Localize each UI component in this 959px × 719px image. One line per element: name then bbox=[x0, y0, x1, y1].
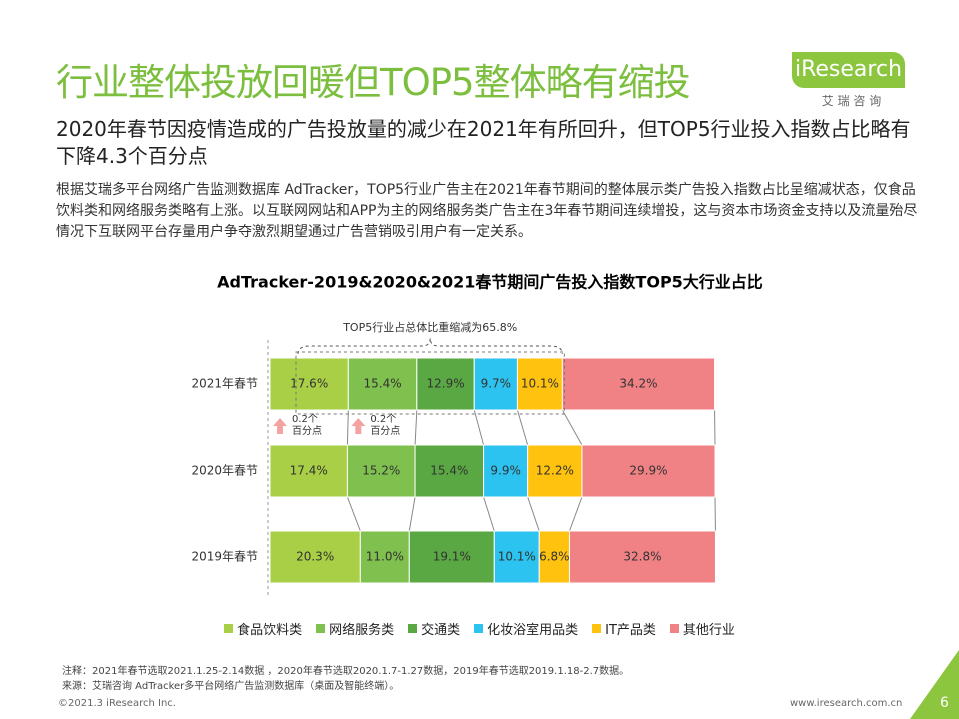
category-label: 2021年春节 bbox=[191, 377, 258, 391]
bracket-note: TOP5行业占总体比重缩减为65.8% bbox=[342, 320, 517, 334]
up-arrow bbox=[351, 418, 366, 434]
legend-label: IT产品类 bbox=[605, 623, 656, 638]
bar-segment bbox=[561, 357, 716, 411]
value-label: 15.4% bbox=[430, 464, 468, 478]
logo-cn: 艾 瑞 咨 询 bbox=[821, 94, 882, 108]
note: 注释：2021年春节选取2021.1.25-2.14数据 ，2020年春节选取2… bbox=[62, 666, 630, 677]
chart-title: AdTracker-2019&2020&2021春节期间广告投入指数TOP5大行… bbox=[217, 273, 763, 292]
bar-segment bbox=[538, 530, 570, 584]
value-label: 9.9% bbox=[490, 464, 521, 478]
connector bbox=[346, 409, 349, 446]
bar-segment bbox=[416, 357, 475, 411]
bar-segment bbox=[581, 444, 716, 498]
value-label: 32.8% bbox=[623, 550, 661, 564]
bar-segment bbox=[269, 357, 349, 411]
bar-segment bbox=[359, 530, 410, 584]
bracket-box bbox=[295, 351, 565, 415]
legend-item: 其他行业 bbox=[669, 619, 735, 638]
value-label: 12.2% bbox=[536, 464, 574, 478]
legend-swatch bbox=[408, 624, 418, 633]
legend-label: 网络服务类 bbox=[329, 623, 395, 638]
legend-item: 食品饮料类 bbox=[224, 619, 302, 638]
legend-swatch bbox=[669, 624, 679, 633]
legend-item: 交通类 bbox=[408, 619, 460, 638]
connector bbox=[346, 496, 361, 532]
bar-segment bbox=[347, 357, 418, 411]
value-label: 29.9% bbox=[629, 464, 667, 478]
url: www.iresearch.com.cn bbox=[790, 698, 903, 709]
up-arrow bbox=[273, 418, 287, 434]
body-text: 根据艾瑞多平台网络广告监测数据库 AdTracker，TOP5行业广告主在202… bbox=[56, 182, 918, 240]
legend-item: IT产品类 bbox=[592, 619, 656, 638]
value-label: 20.3% bbox=[296, 550, 334, 564]
bar-segment bbox=[527, 444, 583, 498]
bar-segment bbox=[414, 444, 485, 498]
legend-swatch bbox=[316, 624, 326, 633]
value-label: 12.9% bbox=[426, 377, 464, 391]
value-label: 15.4% bbox=[364, 377, 402, 391]
connector bbox=[473, 409, 485, 446]
legend-item: 网络服务类 bbox=[316, 619, 394, 638]
title: 行业整体投放回暖但TOP5整体略有缩投 bbox=[56, 61, 691, 104]
corner bbox=[910, 650, 959, 719]
bar-segment bbox=[269, 444, 348, 498]
category-label: 2020年春节 bbox=[191, 464, 258, 478]
value-label: 10.1% bbox=[498, 550, 536, 564]
connector bbox=[561, 409, 583, 446]
value-label: 17.4% bbox=[290, 464, 328, 478]
legend-label: 交通类 bbox=[421, 623, 461, 638]
bar-segment bbox=[473, 357, 518, 411]
change-note: 0.2个百分点 bbox=[370, 414, 401, 437]
value-label: 10.1% bbox=[521, 377, 559, 391]
value-label: 11.0% bbox=[366, 550, 404, 564]
bracket bbox=[297, 337, 563, 355]
page-number: 6 bbox=[940, 695, 949, 711]
legend-swatch bbox=[224, 624, 234, 633]
legend: 食品饮料类 网络服务类 交通类 化妆浴室用品类 IT产品类 其他行业 bbox=[0, 619, 959, 638]
value-label: 17.6% bbox=[290, 377, 328, 391]
copyright: ©2021.3 iResearch Inc. bbox=[58, 698, 176, 709]
connector bbox=[516, 409, 529, 446]
value-label: 6.8% bbox=[539, 550, 570, 564]
source: 来源：艾瑞咨询 AdTracker多平台网络广告监测数据库（桌面及智能终端）。 bbox=[62, 681, 400, 692]
change-note: 0.2个百分点 bbox=[292, 414, 322, 437]
connector bbox=[569, 496, 583, 532]
legend-item: 化妆浴室用品类 bbox=[474, 619, 578, 638]
legend-label: 食品饮料类 bbox=[237, 623, 303, 638]
connector bbox=[483, 496, 495, 532]
bar-segment bbox=[483, 444, 529, 498]
bar-segment bbox=[568, 530, 716, 584]
legend-swatch bbox=[474, 624, 484, 633]
connector bbox=[408, 496, 416, 532]
value-label: 34.2% bbox=[619, 377, 657, 391]
connector bbox=[527, 496, 540, 532]
subtitle: 2020年春节因疫情造成的广告投放量的减少在2021年有所回升，但TOP5行业投… bbox=[56, 117, 911, 168]
bar-segment bbox=[346, 444, 416, 498]
bar-segment bbox=[408, 530, 495, 584]
logo: iResearch bbox=[792, 52, 905, 88]
bar-segment bbox=[493, 530, 540, 584]
value-label: 19.1% bbox=[433, 550, 471, 564]
value-label: 15.2% bbox=[362, 464, 400, 478]
category-label: 2019年春节 bbox=[191, 550, 258, 564]
value-label: 9.7% bbox=[481, 377, 512, 391]
bar-segment bbox=[269, 530, 361, 584]
legend-label: 其他行业 bbox=[682, 623, 735, 638]
connector bbox=[414, 409, 418, 446]
legend-swatch bbox=[592, 624, 602, 633]
legend-label: 化妆浴室用品类 bbox=[487, 623, 579, 638]
